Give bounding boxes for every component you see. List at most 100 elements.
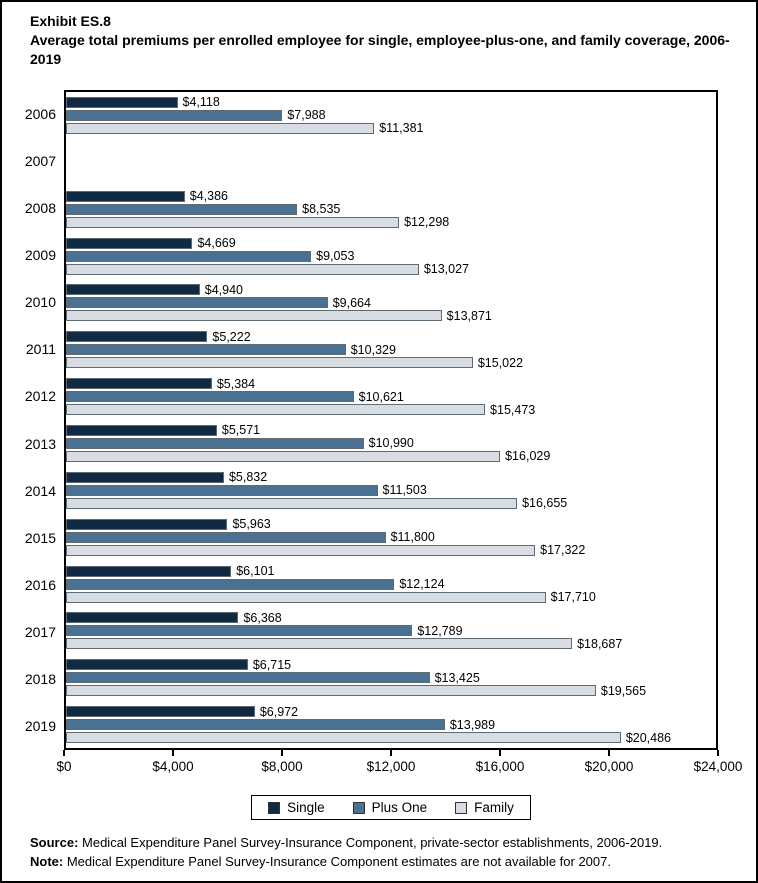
- bar-line-plus-one-2011: $10,329: [66, 342, 716, 357]
- bar-line-plus-one-2015: $11,800: [66, 530, 716, 545]
- bar-line-plus-one-2019: $13,989: [66, 717, 716, 732]
- bar-line-family-2014: $16,655: [66, 496, 716, 511]
- bar-value-label: $10,621: [358, 389, 404, 404]
- bar-value-label: $17,322: [540, 543, 586, 558]
- bar-value-label: $16,655: [522, 496, 568, 511]
- bar-family-2014: [66, 497, 518, 509]
- bar-line-single-2006: $4,118: [66, 95, 716, 109]
- bar-value-label: $11,800: [390, 530, 435, 545]
- bar-group-2012: $5,384 $10,621 $15,473: [66, 373, 716, 420]
- bar-family-2015: [66, 544, 536, 556]
- bar-value-label: $6,368: [243, 610, 282, 625]
- bar-value-label: $5,384: [216, 376, 256, 391]
- note-label: Note:: [30, 854, 64, 869]
- plot-area: $4,118 $7,988 $11,381 $4,386 $8,535 $12,298 $4…: [64, 90, 718, 750]
- year-label-2013: 2013: [24, 435, 56, 452]
- bar-value-label: $8,535: [302, 202, 341, 217]
- bar-plus-one-2008: [66, 203, 298, 215]
- bar-plus-one-2019: [66, 719, 445, 731]
- bar-line-single-2008: $4,386: [66, 189, 716, 203]
- bar-line-single-2013: $5,571: [66, 423, 716, 437]
- legend-swatch-icon: [455, 801, 468, 814]
- y-axis-year-labels: 2006 2007 2008 2009 2010 2011 2012 2013 2014 2015…: [2, 90, 56, 750]
- chart-title-block: Exhibit ES.8 Average total premiums per …: [30, 12, 730, 69]
- bar-line-family-2009: $13,027: [66, 262, 716, 276]
- x-tick-mark: [390, 750, 392, 756]
- bar-single-2017: [66, 612, 239, 624]
- x-tick-mark: [63, 750, 65, 756]
- bar-value-label: $13,989: [449, 717, 496, 732]
- bar-group-2006: $4,118 $7,988 $11,381: [66, 92, 716, 139]
- bar-family-2013: [66, 450, 501, 462]
- x-tick-label: $12,000: [366, 759, 416, 774]
- bar-value-label: $7,988: [287, 108, 326, 123]
- bar-line-single-2010: $4,940: [66, 283, 716, 297]
- bar-value-label: $5,832: [228, 470, 268, 485]
- bar-single-2013: [66, 424, 217, 436]
- source-label: Source:: [30, 835, 79, 850]
- bar-line-plus-one-2016: $12,124: [66, 577, 716, 592]
- bar-value-label: $17,710: [550, 590, 596, 605]
- bar-value-label: $13,871: [446, 308, 492, 323]
- bar-line-family-2012: $15,473: [66, 403, 716, 417]
- bar-line-family-2008: $12,298: [66, 215, 716, 229]
- year-label-2017: 2017: [24, 624, 56, 641]
- chart-title: Average total premiums per enrolled empl…: [30, 32, 730, 67]
- bar-single-2018: [66, 659, 248, 671]
- bar-line-single-2017: $6,368: [66, 610, 716, 625]
- legend-item-family: Family: [455, 800, 514, 815]
- bar-plus-one-2013: [66, 437, 364, 449]
- footnotes: Source: Medical Expenditure Panel Survey…: [30, 833, 742, 871]
- bar-line-single-2014: $5,832: [66, 470, 716, 485]
- bar-value-label: $4,669: [197, 236, 236, 250]
- bar-plus-one-2014: [66, 484, 378, 496]
- bar-value-label: $6,972: [259, 704, 299, 719]
- bar-family-2009: [66, 263, 419, 275]
- year-label-2019: 2019: [24, 718, 56, 735]
- bar-family-2019: [66, 732, 621, 744]
- bar-single-2010: [66, 284, 200, 296]
- bar-single-2011: [66, 331, 208, 343]
- x-tick-label: $16,000: [475, 759, 525, 774]
- legend: Single Plus One Family: [251, 795, 531, 820]
- bar-value-label: $10,990: [368, 436, 414, 451]
- bar-value-label: $9,664: [332, 295, 371, 310]
- bar-value-label: $5,222: [212, 329, 251, 344]
- bar-line-single-2019: $6,972: [66, 704, 716, 719]
- year-label-2012: 2012: [24, 388, 56, 405]
- bar-group-2009: $4,669 $9,053 $13,027: [66, 233, 716, 280]
- bar-value-label: $6,715: [252, 657, 292, 672]
- bar-line-single-2012: $5,384: [66, 376, 716, 391]
- bar-single-2006: [66, 96, 178, 108]
- bar-line-plus-one-2012: $10,621: [66, 389, 716, 404]
- x-tick-label: $4,000: [152, 759, 194, 774]
- bar-value-label: $12,789: [417, 623, 463, 638]
- x-tick-label: $24,000: [693, 759, 743, 774]
- year-label-2007: 2007: [24, 152, 56, 169]
- bar-line-single-2009: $4,669: [66, 236, 716, 250]
- bar-single-2012: [66, 378, 212, 390]
- bar-line-plus-one-2007: [66, 157, 716, 168]
- x-tick-mark: [717, 750, 719, 756]
- bar-line-plus-one-2018: $13,425: [66, 670, 716, 685]
- bar-single-2019: [66, 706, 255, 718]
- bar-line-family-2016: $17,710: [66, 590, 716, 605]
- bar-value-label: $11,381: [379, 121, 424, 136]
- x-tick-label: $20,000: [584, 759, 634, 774]
- bar-group-2010: $4,940 $9,664 $13,871: [66, 279, 716, 326]
- exhibit-number: Exhibit ES.8: [30, 13, 111, 29]
- year-label-2016: 2016: [24, 576, 56, 593]
- bar-value-label: $13,425: [434, 670, 480, 685]
- bar-value-label: $11,503: [382, 483, 427, 498]
- bar-value-label: $12,124: [399, 577, 445, 592]
- bar-plus-one-2011: [66, 344, 346, 356]
- bar-line-single-2011: $5,222: [66, 329, 716, 344]
- note-line: Note: Medical Expenditure Panel Survey-I…: [30, 852, 742, 871]
- bar-value-label: $5,963: [232, 517, 271, 532]
- bar-value-label: $10,329: [350, 342, 396, 357]
- x-axis: $0 $4,000 $8,000 $12,000 $16,000 $20,000 $24,0…: [56, 750, 742, 784]
- bar-line-family-2010: $13,871: [66, 308, 716, 323]
- bar-family-2018: [66, 685, 596, 697]
- year-label-2014: 2014: [24, 482, 56, 499]
